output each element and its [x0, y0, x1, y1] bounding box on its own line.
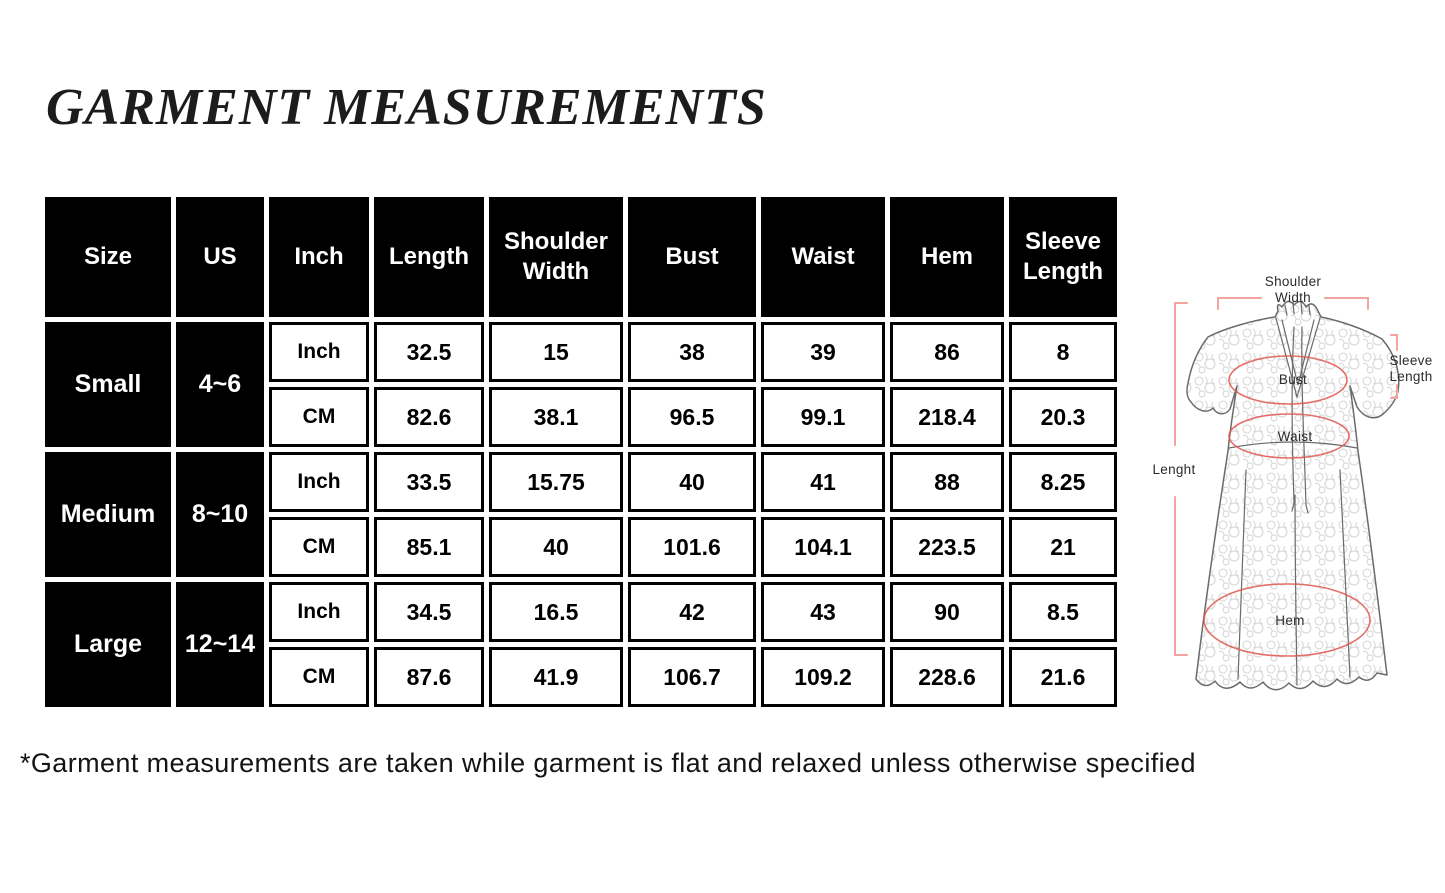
measurement-cell: 96.5 [628, 387, 756, 447]
table-row: Small 4~6 Inch 32.5 15 38 39 86 8 [45, 322, 1117, 447]
measurement-cell: 41 [761, 452, 885, 512]
measurement-cell: 8 [1009, 322, 1117, 382]
measurement-cell: 85.1 [374, 517, 484, 577]
measurement-disclaimer: *Garment measurements are taken while ga… [20, 748, 1196, 778]
table-row: CM 82.6 38.1 96.5 99.1 218.4 20.3 [45, 387, 1117, 447]
measurement-cell: 33.5 [374, 452, 484, 512]
unit-cell: Inch [269, 322, 369, 382]
unit-cell: CM [269, 517, 369, 577]
unit-cell: Inch [269, 582, 369, 642]
measurement-cell: 87.6 [374, 647, 484, 707]
size-cell-large: Large [45, 582, 171, 707]
measurement-cell: 38 [628, 322, 756, 382]
measurement-cell: 40 [628, 452, 756, 512]
unit-cell: CM [269, 387, 369, 447]
measurement-cell: 99.1 [761, 387, 885, 447]
column-header-size: Size [45, 197, 171, 317]
measurement-cell: 38.1 [489, 387, 623, 447]
shoulder-width-label: Width [1275, 290, 1311, 305]
measurement-cell: 15.75 [489, 452, 623, 512]
measurement-cell: 228.6 [890, 647, 1004, 707]
hem-label: Hem [1275, 613, 1304, 628]
measurement-cell: 82.6 [374, 387, 484, 447]
measurement-cell: 109.2 [761, 647, 885, 707]
measurement-cell: 218.4 [890, 387, 1004, 447]
header-row: Size US Inch Length Shoulder Width Bust … [45, 197, 1117, 317]
column-header-bust: Bust [628, 197, 756, 317]
column-header-shoulder-width: Shoulder Width [489, 197, 623, 317]
us-cell-large: 12~14 [176, 582, 264, 707]
size-cell-medium: Medium [45, 452, 171, 577]
sleeve-length-label: Sleeve [1389, 353, 1432, 368]
table-row: Large 12~14 Inch 34.5 16.5 42 43 90 8.5 [45, 582, 1117, 707]
waist-label: Waist [1278, 429, 1313, 444]
table-row: Medium 8~10 Inch 33.5 15.75 40 41 88 8.2… [45, 452, 1117, 577]
dress-measurement-diagram: Shoulder Width Sleeve Length Bust Waist … [1152, 274, 1432, 691]
measurement-cell: 20.3 [1009, 387, 1117, 447]
length-guide-line [1174, 302, 1188, 656]
waist-ellipse [1228, 413, 1350, 459]
measurement-cell: 32.5 [374, 322, 484, 382]
sleeve-length-label: Length [1389, 369, 1432, 384]
measurement-cell: 16.5 [489, 582, 623, 642]
column-header-length: Length [374, 197, 484, 317]
column-header-unit: Inch [269, 197, 369, 317]
measurement-cell: 39 [761, 322, 885, 382]
unit-cell: Inch [269, 452, 369, 512]
bust-ellipse [1228, 355, 1348, 405]
sleeve-length-bracket [1390, 334, 1398, 399]
length-label: Lenght [1152, 462, 1195, 477]
size-chart-table: Size US Inch Length Shoulder Width Bust … [40, 192, 1122, 712]
measurement-cell: 88 [890, 452, 1004, 512]
measurement-cell: 34.5 [374, 582, 484, 642]
us-cell-medium: 8~10 [176, 452, 264, 577]
measurement-cell: 101.6 [628, 517, 756, 577]
size-cell-small: Small [45, 322, 171, 447]
measurement-cell: 42 [628, 582, 756, 642]
measurement-cell: 43 [761, 582, 885, 642]
measurement-cell: 21.6 [1009, 647, 1117, 707]
measurement-cell: 104.1 [761, 517, 885, 577]
measurement-cell: 41.9 [489, 647, 623, 707]
measurement-cell: 8.5 [1009, 582, 1117, 642]
measurement-cell: 223.5 [890, 517, 1004, 577]
table-row: CM 87.6 41.9 106.7 109.2 228.6 21.6 [45, 647, 1117, 707]
measurement-cell: 86 [890, 322, 1004, 382]
page-title: GARMENT MEASUREMENTS [46, 79, 767, 136]
measurement-cell: 8.25 [1009, 452, 1117, 512]
measurement-cell: 106.7 [628, 647, 756, 707]
column-header-hem: Hem [890, 197, 1004, 317]
hem-ellipse [1203, 583, 1371, 657]
column-header-us: US [176, 197, 264, 317]
table-row: CM 85.1 40 101.6 104.1 223.5 21 [45, 517, 1117, 577]
bust-label: Bust [1279, 372, 1307, 387]
us-cell-small: 4~6 [176, 322, 264, 447]
measurement-cell: 21 [1009, 517, 1117, 577]
measurement-cell: 15 [489, 322, 623, 382]
measurement-cell: 90 [890, 582, 1004, 642]
shoulder-width-bracket [1217, 297, 1369, 310]
shoulder-width-label: Shoulder [1265, 274, 1322, 289]
measurement-cell: 40 [489, 517, 623, 577]
unit-cell: CM [269, 647, 369, 707]
column-header-sleeve-length: Sleeve Length [1009, 197, 1117, 317]
column-header-waist: Waist [761, 197, 885, 317]
